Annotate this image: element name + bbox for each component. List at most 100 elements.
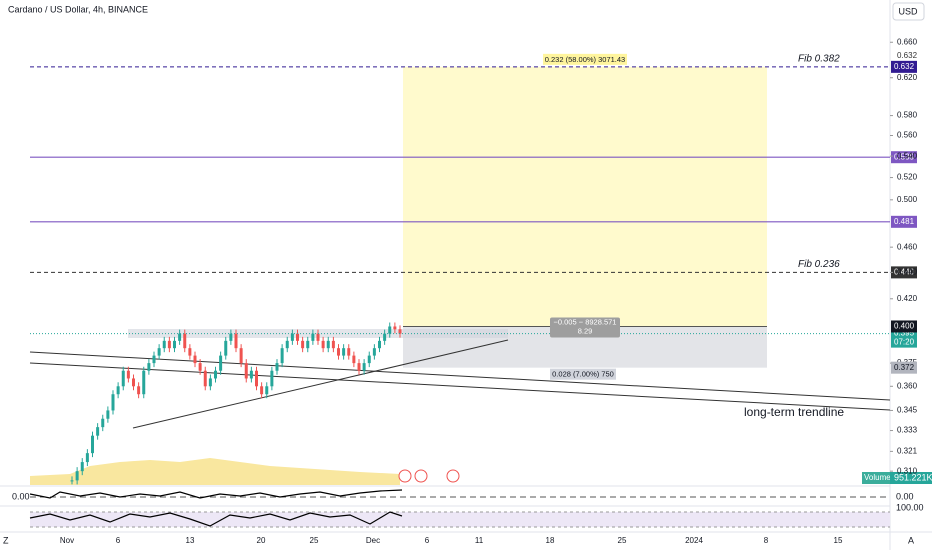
candle [147, 363, 151, 371]
volume-area [30, 458, 400, 485]
candle [70, 480, 74, 482]
stop-text-box [550, 368, 616, 380]
candle [91, 435, 94, 454]
candle [383, 333, 387, 341]
x-tick-label: 6 [116, 536, 121, 545]
candle [116, 386, 120, 395]
y-tick-label: 0.560 [897, 131, 918, 140]
x-tick-label: Dec [366, 536, 380, 545]
candle [193, 355, 197, 364]
candle [75, 471, 79, 481]
indicator-band [30, 512, 890, 527]
candle [326, 340, 330, 349]
currency: USD [898, 6, 918, 16]
x-tick-label: 20 [257, 536, 266, 545]
candle [275, 363, 279, 371]
level-label-box [891, 151, 917, 164]
candle [244, 363, 248, 379]
x-tick-label: 13 [186, 536, 195, 545]
candle [208, 378, 212, 387]
candle [188, 348, 192, 356]
mid-text: −0.005 − 8928.571 [554, 317, 617, 326]
volume-box [890, 472, 932, 484]
candle [167, 340, 171, 349]
trendline [29, 362, 891, 411]
event-icon[interactable] [446, 469, 460, 483]
x-tick-label: Nov [60, 536, 74, 545]
candle [80, 462, 84, 472]
target-text-box [543, 53, 627, 65]
candle [178, 333, 182, 341]
y-tick-label: 0.321 [897, 446, 918, 455]
fib-label: Fib 0.236 [798, 259, 840, 270]
candle [280, 348, 284, 364]
x-tick-label: 6 [425, 536, 430, 545]
y-tick-label: 0.500 [897, 195, 918, 204]
x-tick-label: 25 [618, 536, 627, 545]
candle [357, 363, 361, 371]
event-icon[interactable] [398, 469, 412, 483]
candle [157, 348, 161, 356]
candle [132, 378, 135, 387]
candle [331, 340, 335, 349]
volume-label: Volume [864, 473, 891, 482]
candle [173, 340, 176, 349]
candle [198, 363, 202, 371]
current-label: 0.395 [894, 329, 915, 338]
corner[interactable]: A [908, 535, 914, 545]
title: Cardano / US Dollar, 4h, BINANCE [8, 4, 148, 14]
x-tick-label: 15 [834, 536, 843, 545]
candle [337, 348, 340, 356]
candle [316, 333, 320, 341]
y-tick-label: 0.360 [897, 381, 918, 390]
volume-value: 951.221K [894, 472, 932, 482]
candle [101, 418, 105, 428]
level-label: 0.632 [894, 62, 915, 71]
y-tick-label: 0.540 [897, 151, 918, 160]
countdown: 07:20 [894, 338, 915, 347]
candle [142, 370, 146, 395]
mid-text-box [550, 317, 620, 338]
candle [342, 348, 346, 356]
event-icon[interactable] [414, 469, 428, 483]
x-tick-label: 18 [546, 536, 555, 545]
level-label: 0.539 [894, 152, 915, 161]
x-tick-label: 11 [475, 536, 484, 545]
current-box [891, 327, 917, 348]
candle [224, 340, 228, 356]
y-tick-label: 0.660 [897, 37, 918, 46]
candle [352, 355, 356, 364]
candle [96, 427, 100, 436]
level-label-box [891, 60, 917, 73]
candle [372, 348, 376, 356]
candle [296, 333, 299, 341]
indicator-label: 0.00 [896, 491, 914, 501]
candle [260, 386, 264, 395]
volume-box [862, 472, 890, 484]
candle [321, 340, 325, 349]
indicator-line [29, 489, 403, 499]
candle [285, 340, 289, 349]
candle [126, 370, 130, 379]
y-tick-label: 0.620 [897, 73, 918, 82]
indicator-label: 100.00 [896, 502, 924, 512]
candle [162, 340, 166, 349]
fib-label: Fib 0.382 [798, 53, 840, 64]
stop-label: 0.372 [894, 363, 915, 372]
y-tick-label: 0.460 [897, 242, 918, 251]
candle [393, 326, 397, 330]
candle [219, 355, 223, 371]
candle [311, 333, 315, 341]
y-tick-label: 0.440 [897, 267, 918, 276]
candle [398, 329, 402, 334]
x-tick-label: 8 [764, 536, 769, 545]
candle [388, 326, 392, 334]
x-tick-label: 2024 [685, 536, 703, 545]
y-tick-label: 0.310 [897, 466, 918, 475]
currency-button[interactable] [892, 2, 925, 21]
candle [152, 355, 156, 364]
corner[interactable]: Z [3, 535, 9, 545]
y-tick-label: 0.333 [897, 426, 918, 435]
candle [239, 348, 243, 364]
